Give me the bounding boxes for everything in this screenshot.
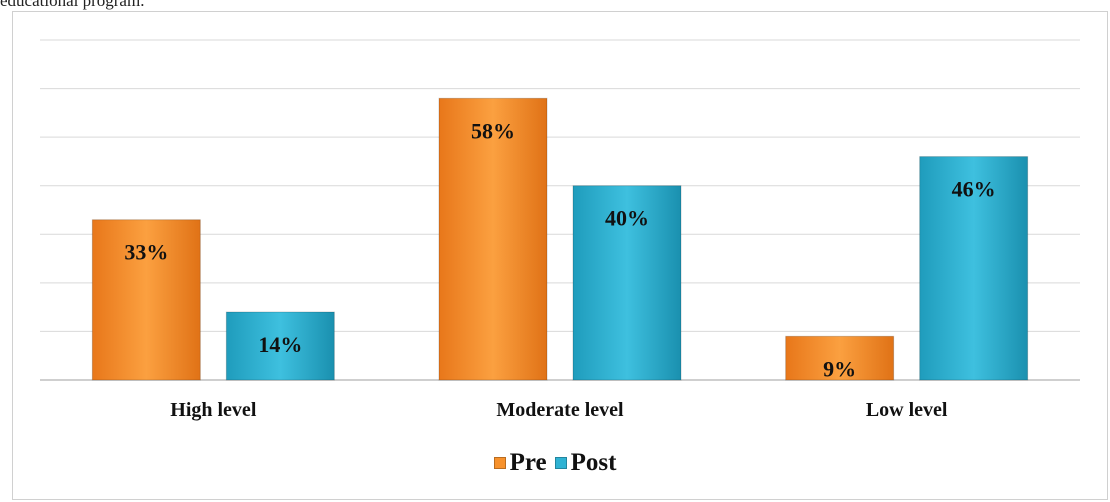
data-label: 58%: [471, 118, 515, 143]
x-tick-labels: High level Moderate level Low level: [170, 399, 948, 421]
data-label: 14%: [258, 332, 302, 357]
x-tick-label: Low level: [866, 399, 948, 421]
bar-post-moderate-level: [572, 185, 682, 381]
bar-pre-low-level: [785, 335, 895, 381]
legend-label-post: Post: [570, 449, 617, 476]
legend-item-pre: Pre: [493, 449, 547, 477]
legend-swatch-post: [554, 457, 567, 469]
legend: Pre Post: [0, 449, 1110, 477]
gridlines: [40, 39, 1080, 381]
caption-fragment: educational program.: [0, 0, 145, 10]
bar-pre-moderate-level: [438, 97, 548, 381]
bar-post-low-level: [919, 156, 1029, 381]
legend-label-pre: Pre: [509, 449, 547, 476]
x-tick-label: High level: [170, 399, 257, 421]
data-label: 33%: [124, 240, 168, 265]
bars: [91, 97, 1029, 381]
bar-pre-high-level: [91, 219, 201, 381]
data-label: 46%: [952, 177, 996, 202]
legend-item-post: Post: [554, 449, 617, 477]
legend-swatch-pre: [493, 457, 506, 469]
data-labels: 33% 14% 58% 40% 9% 46%: [124, 118, 995, 381]
data-label: 40%: [605, 206, 649, 231]
data-label: 9%: [823, 356, 856, 381]
bar-post-high-level: [225, 311, 335, 381]
x-tick-label: Moderate level: [496, 399, 624, 421]
